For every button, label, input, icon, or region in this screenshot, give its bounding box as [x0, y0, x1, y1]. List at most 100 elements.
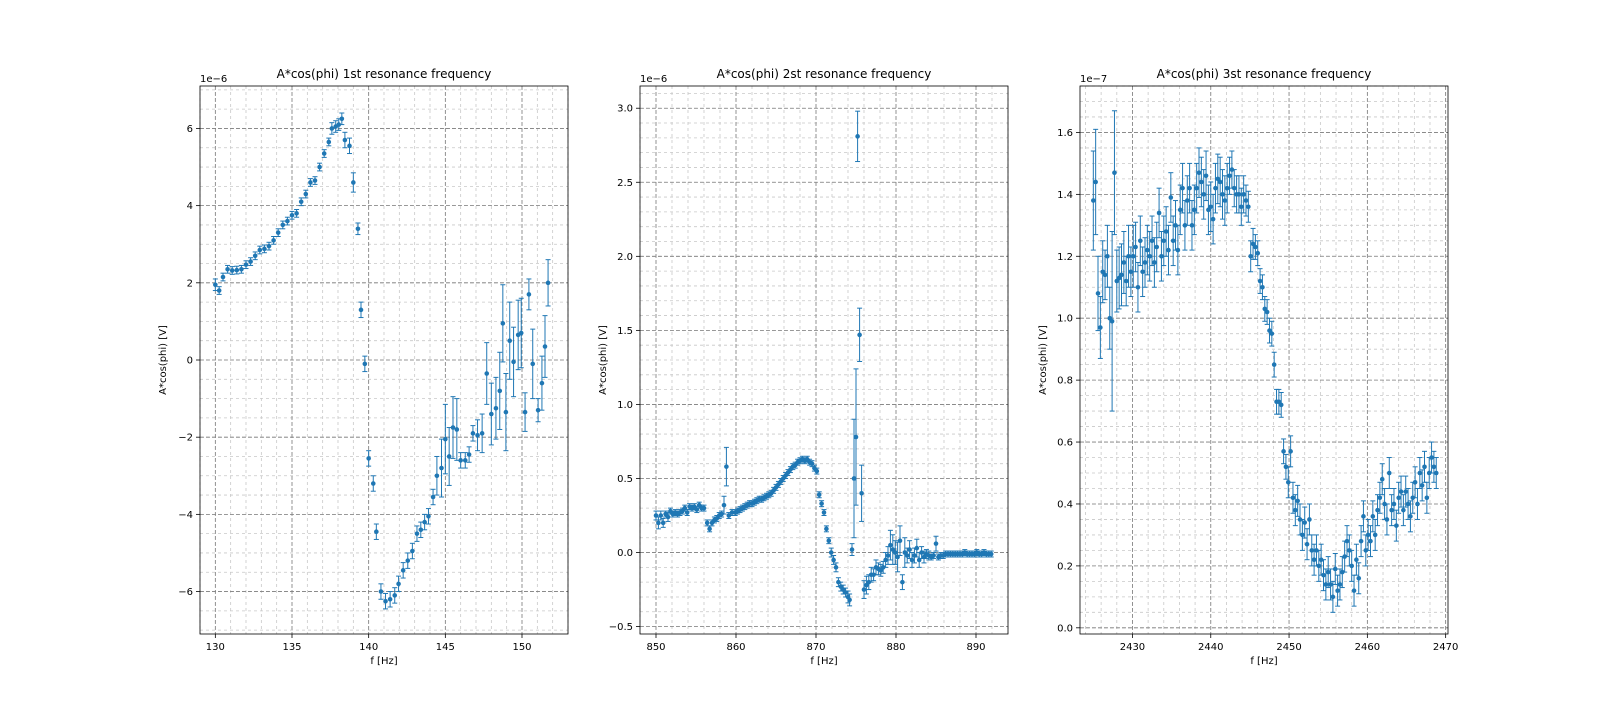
point-marker	[526, 292, 532, 297]
point-marker	[511, 359, 516, 365]
point-marker	[897, 538, 903, 543]
point-marker	[1128, 269, 1134, 275]
y-tick-label: 0.4	[1057, 499, 1073, 510]
data-series	[653, 110, 994, 607]
data-point	[857, 307, 863, 362]
y-tick-label: 0.8	[1057, 376, 1073, 387]
data-point	[1321, 559, 1327, 592]
point-marker	[396, 581, 401, 587]
y-tick-label: 1.4	[1057, 190, 1073, 201]
data-point	[1295, 484, 1301, 517]
point-marker	[362, 361, 368, 367]
point-marker	[1370, 514, 1376, 519]
data-point	[914, 538, 920, 558]
point-marker	[1168, 195, 1174, 200]
point-marker	[1231, 185, 1237, 191]
data-point	[1292, 494, 1298, 527]
point-marker	[1199, 179, 1204, 185]
point-marker	[892, 550, 898, 555]
y-axis-label: A*cos(phi) [V]	[158, 325, 169, 395]
data-point	[1238, 187, 1244, 226]
point-marker	[1187, 185, 1192, 191]
point-marker	[724, 464, 729, 469]
data-point	[1367, 525, 1373, 558]
point-marker	[1180, 185, 1185, 191]
data-point	[342, 131, 348, 149]
data-point	[518, 297, 524, 369]
y-tick-label: 1.5	[617, 326, 633, 337]
data-point	[307, 178, 313, 187]
point-marker	[851, 476, 857, 481]
data-point	[497, 351, 503, 430]
point-marker	[321, 151, 327, 156]
y-tick-label: 1.6	[1057, 128, 1073, 139]
data-point	[1386, 457, 1392, 489]
data-point	[1187, 162, 1193, 214]
data-point	[275, 228, 281, 238]
point-marker	[1422, 464, 1427, 470]
data-point	[1398, 475, 1404, 508]
data-point	[1266, 317, 1272, 344]
point-marker	[383, 598, 388, 604]
data-point	[1184, 175, 1190, 226]
data-point	[823, 525, 829, 533]
point-marker	[289, 212, 295, 218]
data-point	[1299, 518, 1305, 551]
point-marker	[1121, 260, 1127, 265]
point-marker	[1424, 495, 1430, 501]
data-point	[1156, 187, 1162, 239]
x-tick-label: 860	[726, 642, 745, 653]
x-tick-label: 140	[359, 642, 378, 653]
point-marker	[1321, 572, 1326, 578]
data-series	[1090, 110, 1439, 613]
point-marker	[826, 538, 832, 543]
point-marker	[1194, 185, 1199, 191]
data-point	[1126, 224, 1132, 288]
point-marker	[1152, 260, 1157, 265]
subplot-2: A*cos(phi) 2st resonance frequency f [Hz…	[598, 67, 1009, 667]
point-marker	[351, 180, 356, 185]
data-point	[1377, 481, 1383, 514]
data-point	[1325, 556, 1331, 589]
data-point	[261, 244, 267, 254]
data-point	[479, 413, 485, 454]
point-marker	[1398, 489, 1404, 494]
point-marker	[489, 411, 494, 417]
x-tick-label: 145	[436, 642, 455, 653]
x-tick-label: 870	[806, 642, 825, 653]
point-marker	[1372, 532, 1378, 538]
point-marker	[656, 520, 661, 526]
data-point	[1161, 215, 1167, 267]
x-tick-label: 2450	[1276, 642, 1301, 653]
point-marker	[530, 361, 536, 367]
point-marker	[400, 568, 406, 573]
data-point	[1128, 246, 1134, 298]
data-point	[1170, 215, 1176, 267]
point-marker	[859, 490, 864, 496]
data-point	[535, 398, 541, 423]
point-marker	[1123, 278, 1129, 284]
point-marker	[507, 338, 513, 344]
x-axis-label: f [Hz]	[810, 656, 837, 667]
point-marker	[1323, 582, 1329, 587]
data-point	[1264, 299, 1270, 325]
data-point	[1248, 240, 1254, 273]
point-marker	[1105, 253, 1110, 259]
data-point	[1196, 147, 1202, 198]
point-marker	[475, 432, 480, 438]
data-point	[1424, 481, 1430, 514]
data-point	[409, 542, 415, 560]
data-point	[303, 189, 309, 199]
point-marker	[479, 431, 485, 436]
point-marker	[294, 211, 299, 216]
data-point	[1189, 200, 1195, 251]
data-point	[861, 580, 867, 599]
data-point	[1168, 172, 1174, 223]
data-point	[271, 236, 277, 245]
point-marker	[1248, 253, 1253, 259]
x-tick-label: 850	[646, 642, 665, 653]
grid	[199, 86, 569, 634]
data-point	[1135, 261, 1141, 313]
point-marker	[1236, 192, 1242, 197]
